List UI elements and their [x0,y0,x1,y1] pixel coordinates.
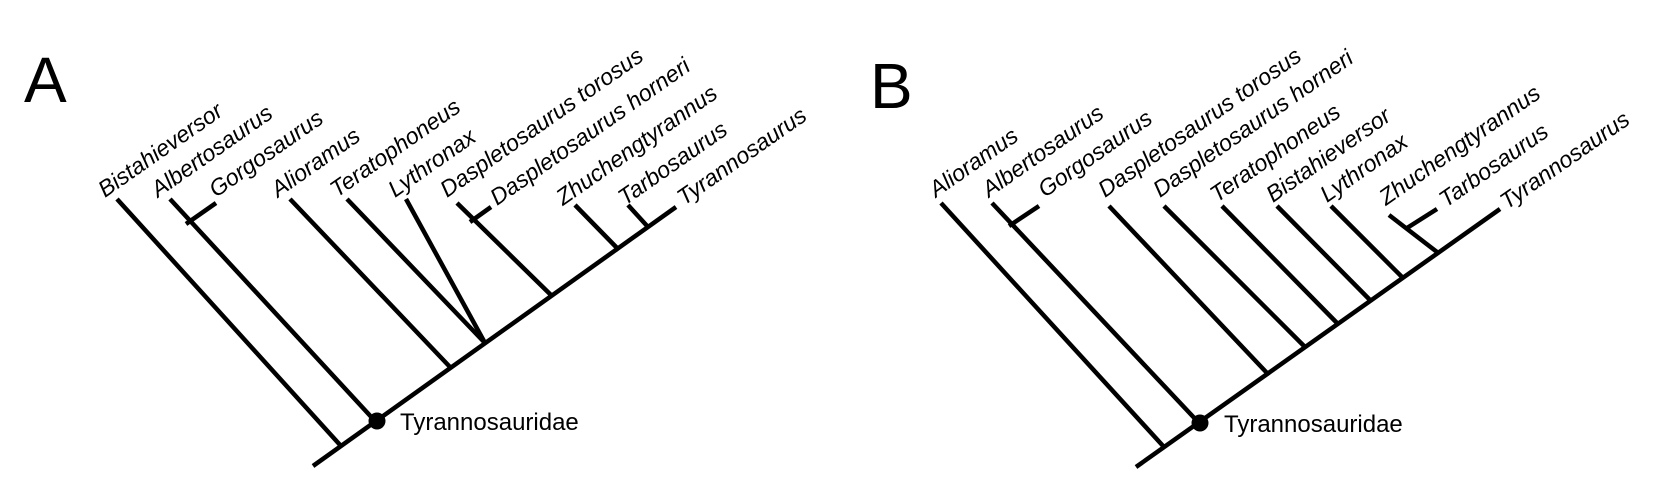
branch-zhuchengtyrannus [573,203,621,252]
branch-bistahieversor [1275,204,1372,302]
branch-alioramus [939,201,1166,449]
branch-albertosaurus-gorgosaurus [168,197,377,423]
branch-daspletosaurus-horneri [1162,204,1306,348]
branch-daspletosaurus-torosus [1107,204,1269,375]
branch-zhuchengtyrannus-tarbosaurus [1387,213,1439,254]
branch-daspletosaurus-horneri [468,205,493,224]
node-label: Tyrannosauridae [1224,411,1403,438]
branch-gorgosaurus [184,201,218,226]
branch-teratophoneus [345,197,487,345]
branch-gorgosaurus [1007,204,1041,228]
panel-a: A Tyrannosauridae Bistahieversor Alberto… [24,42,812,468]
branch-teratophoneus [1220,204,1339,325]
tyrannosauridae-node-marker [1191,414,1209,432]
branch-lythronax [1329,204,1404,279]
branch-lythronax [404,197,487,345]
branch-tarbosaurus [1405,207,1439,230]
panel-label: B [870,50,913,122]
node-label: Tyrannosauridae [400,409,579,436]
branch-alioramus [288,197,452,369]
panel-label: A [24,44,67,116]
branch-bistahieversor [115,197,343,448]
panel-b: B Tyrannosauridae Alioramus Albertosauru… [870,42,1635,469]
branch-tarbosaurus [626,203,650,229]
tree-branches [115,197,678,468]
tree-branches [939,201,1502,469]
taxon-labels: Alioramus Albertosaurus Gorgosaurus Dasp… [922,42,1634,214]
branch-daspletosaurus [455,201,554,298]
taxon-labels: Bistahieversor Albertosaurus Gorgosaurus… [93,42,812,211]
branch-albertosaurus-gorgosaurus [990,201,1201,425]
tyrannosauridae-node-marker [368,412,386,430]
